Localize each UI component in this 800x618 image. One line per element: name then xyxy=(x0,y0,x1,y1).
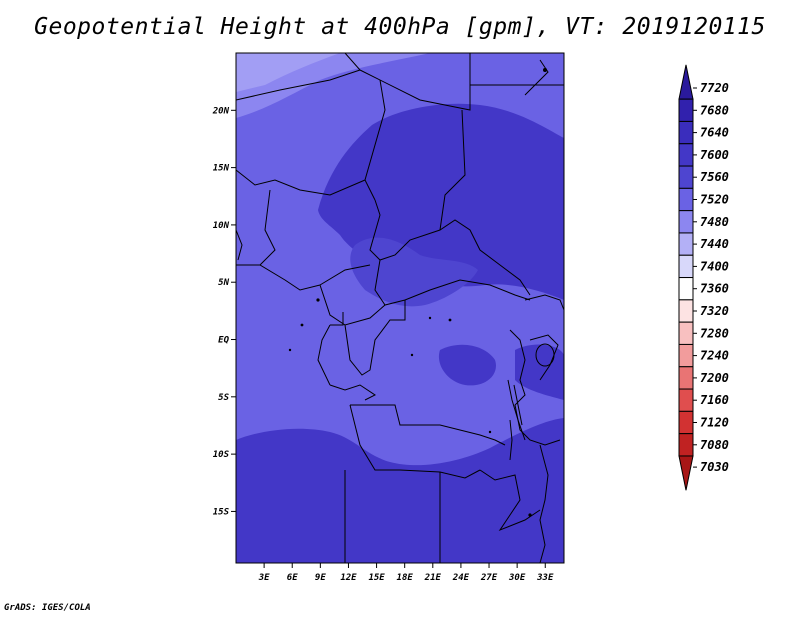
colorbar-swatch xyxy=(678,321,694,345)
colorbar-swatch xyxy=(678,433,694,457)
lon-tick-label: 9E xyxy=(315,573,326,583)
lat-tick-label: 10N xyxy=(213,221,230,231)
colorbar-label: 7240 xyxy=(700,349,729,363)
colorbar-swatch xyxy=(678,299,694,323)
colorbar-label: 7360 xyxy=(700,282,729,296)
field-band-7520 xyxy=(236,53,340,92)
colorbar-label: 7200 xyxy=(700,371,729,385)
colorbar-swatch xyxy=(678,64,694,100)
colorbar: 7720 7680 7640 7600 7560 7520 7480 7440 7400 7360… xyxy=(678,64,729,491)
lat-tick-label: 10S xyxy=(213,450,230,460)
colorbar-swatch xyxy=(678,120,694,145)
lakes xyxy=(288,68,555,517)
latitude-axis: 20N 15N 10N 5N EQ 5S 10S 15S xyxy=(212,106,236,517)
colorbar-label: 7720 xyxy=(700,81,729,95)
colorbar-label: 7120 xyxy=(700,416,729,430)
colorbar-label: 7160 xyxy=(700,393,729,407)
lon-tick-label: 15E xyxy=(368,573,385,583)
colorbar-swatch xyxy=(678,254,694,279)
lon-tick-label: 3E xyxy=(258,573,270,583)
country-borders xyxy=(236,53,564,563)
lat-tick-label: 5S xyxy=(218,393,229,403)
colorbar-label: 7030 xyxy=(700,460,729,474)
colorbar-label: 7480 xyxy=(700,215,729,229)
colorbar-label: 7320 xyxy=(700,304,729,318)
lon-tick-label: 24E xyxy=(452,573,470,583)
colorbar-label: 7080 xyxy=(700,438,729,452)
colorbar-label: 7600 xyxy=(700,148,729,162)
colorbar-swatch xyxy=(678,187,694,212)
colorbar-label: 7400 xyxy=(700,259,729,273)
field-band-7600-east xyxy=(438,344,496,386)
field-band-7560-patch xyxy=(350,237,478,307)
colorbar-label: 7520 xyxy=(700,193,729,207)
colorbar-label: 7440 xyxy=(700,237,729,251)
lat-tick-label: 15S xyxy=(213,507,230,517)
lon-tick-label: 27E xyxy=(480,573,498,583)
colorbar-swatch xyxy=(678,277,694,301)
colorbar-swatch xyxy=(678,98,694,122)
colorbar-swatch xyxy=(678,388,694,412)
colorbar-swatch xyxy=(678,343,694,368)
field-band-7600-south xyxy=(236,418,564,563)
field-band-7600-east2 xyxy=(515,344,564,400)
colorbar-label: 7680 xyxy=(700,103,729,117)
colorbar-swatch xyxy=(678,366,694,390)
colorbar-swatch xyxy=(678,210,694,234)
map-plot-area xyxy=(236,53,564,563)
colorbar-swatch xyxy=(678,410,694,435)
lat-tick-label: EQ xyxy=(218,336,229,346)
lon-tick-label: 18E xyxy=(397,573,414,583)
colorbar-swatch xyxy=(678,455,694,491)
lat-tick-label: 5N xyxy=(218,278,229,288)
colorbar-label: 7560 xyxy=(700,170,729,184)
lon-tick-label: 33E xyxy=(536,573,554,583)
grads-credit: GrADS: IGES/COLA xyxy=(4,603,91,613)
colorbar-swatch xyxy=(678,165,694,189)
lon-tick-label: 6E xyxy=(287,573,298,583)
lat-tick-label: 15N xyxy=(213,164,230,174)
lon-tick-label: 12E xyxy=(340,573,357,583)
map-frame xyxy=(235,52,565,564)
lon-tick-label: 21E xyxy=(424,573,442,583)
lat-tick-label: 20N xyxy=(212,106,230,116)
colorbar-label: 7640 xyxy=(700,126,729,140)
colorbar-label: 7280 xyxy=(700,326,729,340)
longitude-axis: 3E 6E 9E 12E 15E 18E 21E 24E 27E 30E 33E xyxy=(258,563,554,583)
lon-tick-label: 30E xyxy=(508,573,526,583)
colorbar-swatch xyxy=(678,143,694,167)
chart-title: Geopotential Height at 400hPa [gpm], VT:… xyxy=(34,14,766,40)
colorbar-swatch xyxy=(678,232,694,256)
